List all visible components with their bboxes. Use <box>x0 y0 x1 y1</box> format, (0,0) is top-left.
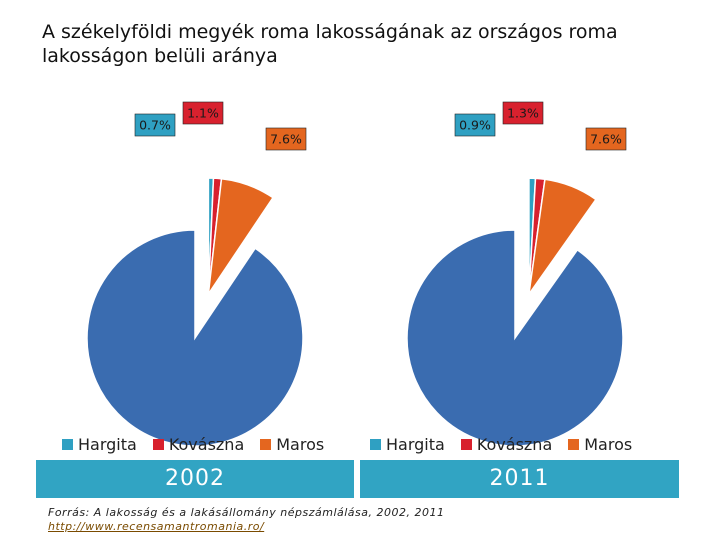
pie-slice-rest-2011 <box>406 229 624 447</box>
svg-text:1.3%: 1.3% <box>507 106 539 121</box>
svg-text:0.9%: 0.9% <box>459 118 491 133</box>
legend-item-hargita: Hargita <box>370 435 445 454</box>
svg-text:7.6%: 7.6% <box>590 132 622 147</box>
legend-item-kovaszna: Kovászna <box>152 434 245 454</box>
source-note: Forrás: A lakosság és a lakásállomány né… <box>48 506 445 534</box>
legend-swatch <box>460 438 472 450</box>
source-text: Forrás: A lakosság és a lakásállomány né… <box>48 506 445 519</box>
pie-chart-2002: 0.7% 1.1% 7.6% <box>86 101 307 447</box>
legend-swatch <box>370 438 381 450</box>
chart-title: A székelyföldi megyék roma lakosságának … <box>42 21 618 67</box>
legend-label: Hargita <box>78 434 137 454</box>
data-label-hargita-2011: 0.9% <box>454 113 496 137</box>
data-label-hargita-2002: 0.7% <box>134 113 176 137</box>
pie-slice-maros-2011 <box>528 178 597 295</box>
legend-2011: Hargita Kovászna Maros <box>370 433 648 455</box>
legend-label: Kovászna <box>168 434 245 454</box>
pie-slice-rest-2002 <box>86 229 304 447</box>
legend-label: Maros <box>276 434 325 454</box>
legend-item-maros: Maros <box>568 435 632 454</box>
data-label-maros-2002: 7.6% <box>265 127 307 151</box>
pie-slice-maros-2002 <box>207 177 275 295</box>
svg-text:7.6%: 7.6% <box>270 132 302 147</box>
legend-swatch <box>260 438 272 450</box>
legend-item-kovaszna: Kovászna <box>460 434 553 454</box>
legend-swatch <box>152 438 164 450</box>
source-link[interactable]: http://www.recensamantromania.ro/ <box>48 520 265 533</box>
legend-2002: Hargita Kovászna Maros <box>62 433 340 455</box>
legend-item-hargita: Hargita <box>62 435 137 454</box>
svg-text:0.7%: 0.7% <box>139 118 171 133</box>
year-label-2002: 2002 <box>36 460 354 498</box>
data-label-kovaszna-2002: 1.1% <box>182 101 224 125</box>
legend-item-maros: Maros <box>260 435 324 454</box>
svg-text:1.1%: 1.1% <box>187 106 219 121</box>
legend-label: Maros <box>584 434 633 454</box>
data-label-maros-2011: 7.6% <box>585 127 627 151</box>
legend-label: Kovászna <box>476 434 553 454</box>
legend-label: Hargita <box>386 434 445 454</box>
data-label-kovaszna-2011: 1.3% <box>502 101 544 125</box>
pie-chart-2011: 0.9% 1.3% 7.6% <box>406 101 627 447</box>
legend-swatch <box>62 438 73 450</box>
legend-swatch <box>568 438 580 450</box>
year-label-2011: 2011 <box>360 460 679 498</box>
